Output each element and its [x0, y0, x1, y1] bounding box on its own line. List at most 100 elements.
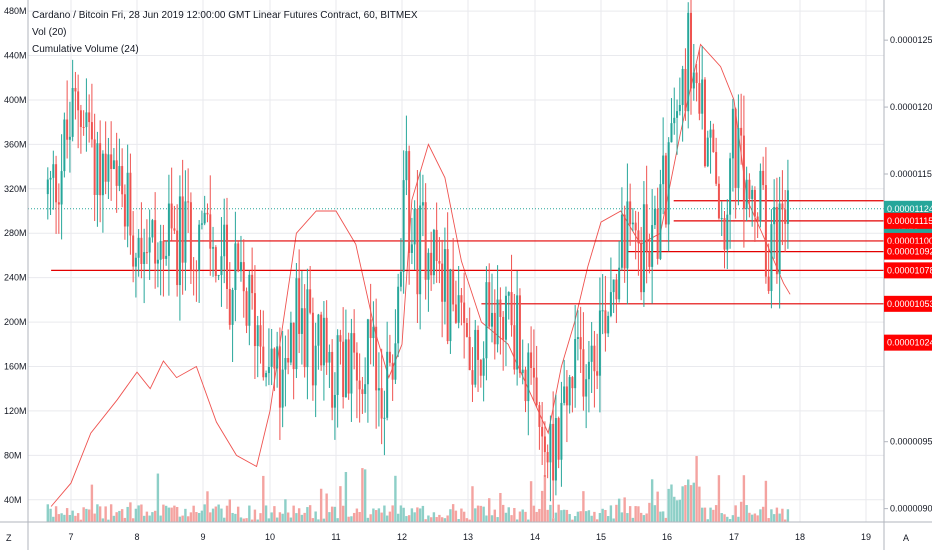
volume-bar	[355, 508, 359, 522]
candle-body	[300, 308, 303, 334]
zoom-button[interactable]: Z	[6, 533, 12, 543]
candle-body	[132, 235, 135, 267]
candle-body	[574, 339, 577, 389]
volume-bar	[151, 512, 154, 522]
volume-bar	[593, 511, 596, 522]
candle-body	[488, 282, 491, 327]
horizontal-levels[interactable]	[28, 200, 884, 305]
candle-body	[226, 224, 229, 290]
volume-bar	[275, 517, 279, 522]
volume-bar	[513, 507, 516, 522]
candle-body	[77, 91, 80, 111]
volume-bar	[543, 475, 547, 522]
volume-bar	[726, 516, 729, 522]
volume-bar	[764, 480, 768, 522]
volume-bar	[538, 508, 541, 522]
candle-body	[231, 289, 234, 325]
candle-body	[245, 291, 248, 326]
volume-bar	[770, 509, 773, 522]
auto-scale-button[interactable]: A	[903, 533, 909, 543]
volume-bar	[650, 479, 654, 522]
volume-bar	[236, 506, 240, 522]
candle-body	[507, 292, 510, 296]
volume-bar	[606, 516, 610, 522]
candle-body	[369, 319, 372, 339]
volume-bar	[438, 514, 441, 522]
volume-bar	[134, 508, 138, 522]
candle-body	[223, 224, 226, 257]
volume-bar	[399, 505, 403, 522]
candle-body	[576, 337, 579, 340]
volume-bar	[615, 504, 618, 522]
volume-bar	[129, 502, 132, 522]
candle-body	[634, 222, 637, 231]
candle-body	[184, 201, 187, 263]
candle-body	[468, 336, 471, 371]
volume-bar	[253, 509, 257, 522]
candle-body	[715, 152, 718, 184]
volume-bar	[206, 491, 209, 522]
chart-title: Cardano / Bitcoin Fri, 28 Jun 2019 12:00…	[32, 10, 418, 21]
candle-body	[303, 308, 306, 368]
volume-bar	[178, 516, 182, 522]
volume-bar	[568, 514, 571, 522]
volume-bar	[493, 509, 496, 522]
volume-bar	[532, 505, 536, 522]
candle-body	[71, 87, 74, 137]
candle-body	[159, 240, 162, 260]
candle-body	[339, 335, 342, 342]
candle-body	[723, 218, 726, 250]
candle-body	[482, 358, 485, 376]
volume-bar	[341, 505, 345, 522]
volume-bar	[319, 488, 323, 522]
volume-bar	[595, 519, 599, 522]
volume-bar	[623, 497, 626, 522]
volume-bar	[535, 511, 538, 522]
candle-body	[764, 185, 767, 277]
volume-bar	[223, 517, 226, 522]
candle-body	[206, 212, 209, 215]
candle-body	[115, 160, 118, 186]
candle-body	[678, 105, 681, 112]
candle-body	[585, 379, 588, 397]
volume-bar	[137, 505, 140, 522]
candle-body	[355, 352, 358, 381]
candle-body	[532, 367, 535, 378]
volume-bar	[540, 490, 544, 522]
candle-body	[695, 72, 698, 84]
volume-bar	[175, 506, 179, 522]
volume-bar	[418, 508, 422, 522]
volume-bar	[140, 504, 143, 522]
level-price-label: 0.00001092	[887, 247, 932, 257]
candle-body	[770, 224, 773, 292]
volume-bar	[65, 508, 69, 522]
left-axis-tick: 320M	[4, 184, 27, 194]
volume-bar	[374, 510, 378, 522]
candle-body	[753, 189, 756, 217]
candle-body	[309, 289, 312, 313]
volume-bar	[68, 514, 72, 522]
volume-bar	[678, 499, 682, 522]
candle-body	[60, 171, 63, 205]
volume-bar	[361, 468, 364, 522]
volume-bar	[587, 510, 591, 522]
candle-body	[571, 377, 574, 389]
volume-bar	[242, 518, 245, 522]
candle-body	[734, 108, 737, 188]
candle-body	[587, 361, 590, 380]
volume-bar	[748, 512, 751, 522]
left-axis-tick: 480M	[4, 6, 27, 16]
volume-bar	[112, 515, 116, 522]
volume-bar	[231, 512, 234, 522]
candle-body	[432, 229, 435, 276]
candle-body	[612, 279, 615, 293]
candle-body	[380, 388, 383, 419]
candle-body	[342, 341, 345, 398]
candle-body	[377, 388, 380, 391]
candle-body	[289, 322, 292, 363]
volume-bar	[96, 504, 99, 522]
candle-body	[653, 208, 656, 226]
left-axis-tick: 120M	[4, 406, 27, 416]
candle-body	[176, 230, 179, 286]
